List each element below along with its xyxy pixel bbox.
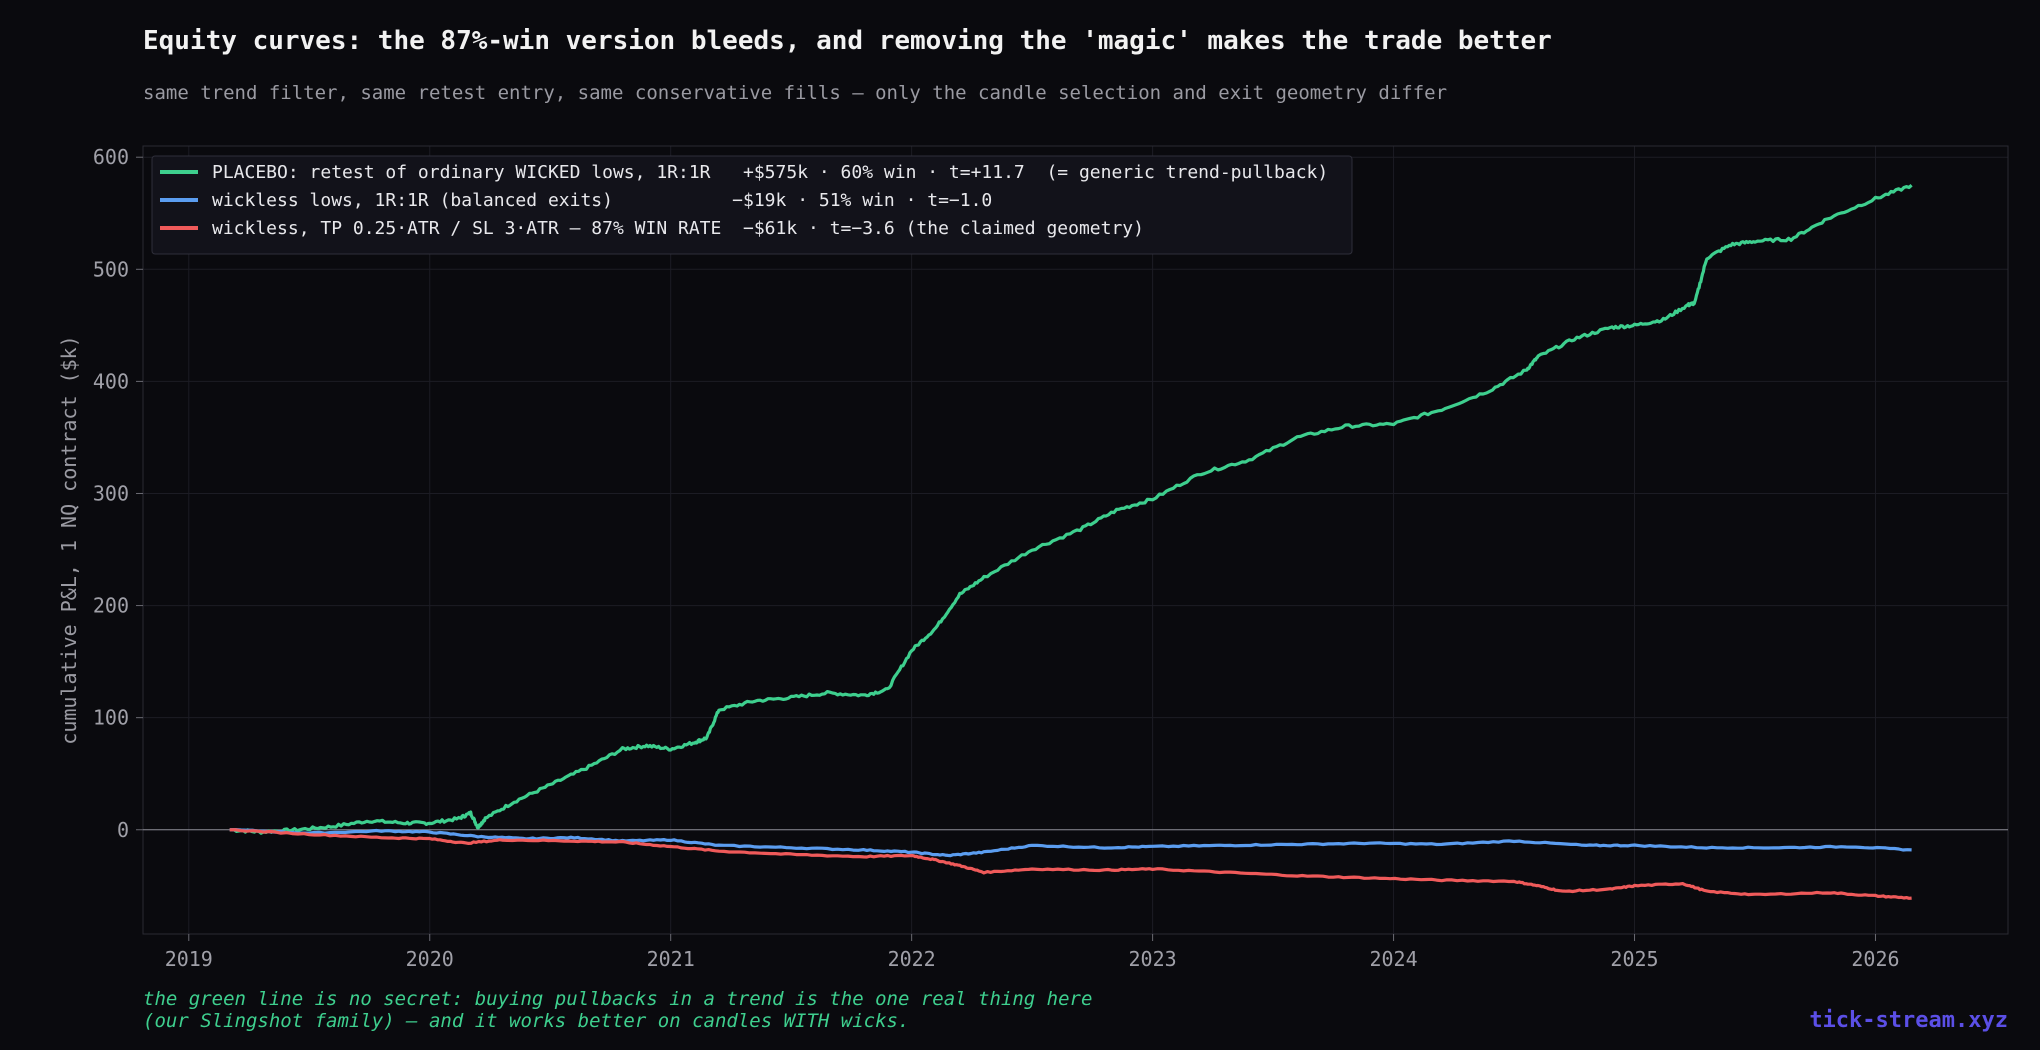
y-axis-label: cumulative P&L, 1 NQ contract ($k) bbox=[57, 335, 81, 744]
x-tick-label: 2021 bbox=[647, 947, 695, 971]
y-tick-label: 100 bbox=[93, 706, 129, 730]
footnote-line-1: the green line is no secret: buying pull… bbox=[143, 988, 1093, 1010]
series-line-2 bbox=[229, 827, 1912, 858]
y-tick-label: 600 bbox=[93, 145, 129, 169]
legend: PLACEBO: retest of ordinary WICKED lows,… bbox=[151, 155, 1353, 255]
x-axis-ticks: 2019 2020 2021 2022 2023 2024 2025 2026 bbox=[165, 934, 1900, 971]
y-tick-label: 400 bbox=[93, 369, 129, 393]
chart-title: Equity curves: the 87%-win version bleed… bbox=[143, 26, 1552, 56]
x-tick-label: 2020 bbox=[406, 947, 454, 971]
series-layer bbox=[229, 184, 1913, 900]
y-tick-label: 0 bbox=[117, 818, 129, 842]
series-line-1 bbox=[229, 184, 1913, 835]
series-line-3 bbox=[229, 828, 1912, 900]
y-tick-label: 500 bbox=[93, 257, 129, 281]
y-tick-label: 300 bbox=[93, 481, 129, 505]
y-axis-ticks: 0 100 200 300 400 500 600 bbox=[93, 145, 143, 842]
grid bbox=[143, 146, 2008, 934]
legend-label-1: PLACEBO: retest of ordinary WICKED lows,… bbox=[212, 162, 1328, 183]
x-tick-label: 2022 bbox=[888, 947, 936, 971]
x-tick-label: 2025 bbox=[1610, 947, 1658, 971]
footnote: the green line is no secret: buying pull… bbox=[143, 988, 1092, 1032]
legend-label-3: wickless, TP 0.25·ATR / SL 3·ATR — 87% W… bbox=[212, 218, 1144, 239]
plot-frame bbox=[142, 145, 2009, 935]
chart-subtitle: same trend filter, same retest entry, sa… bbox=[143, 82, 1448, 104]
x-tick-label: 2023 bbox=[1129, 947, 1177, 971]
x-tick-label: 2026 bbox=[1851, 947, 1899, 971]
brand-watermark: tick-stream.xyz bbox=[1809, 1008, 2008, 1033]
footnote-line-2: (our Slingshot family) — and it works be… bbox=[143, 1010, 910, 1032]
y-tick-label: 200 bbox=[93, 594, 129, 618]
legend-label-2: wickless lows, 1R:1R (balanced exits) −$… bbox=[212, 190, 992, 211]
legend-box bbox=[151, 155, 1353, 255]
x-tick-label: 2019 bbox=[165, 947, 213, 971]
x-tick-label: 2024 bbox=[1369, 947, 1417, 971]
